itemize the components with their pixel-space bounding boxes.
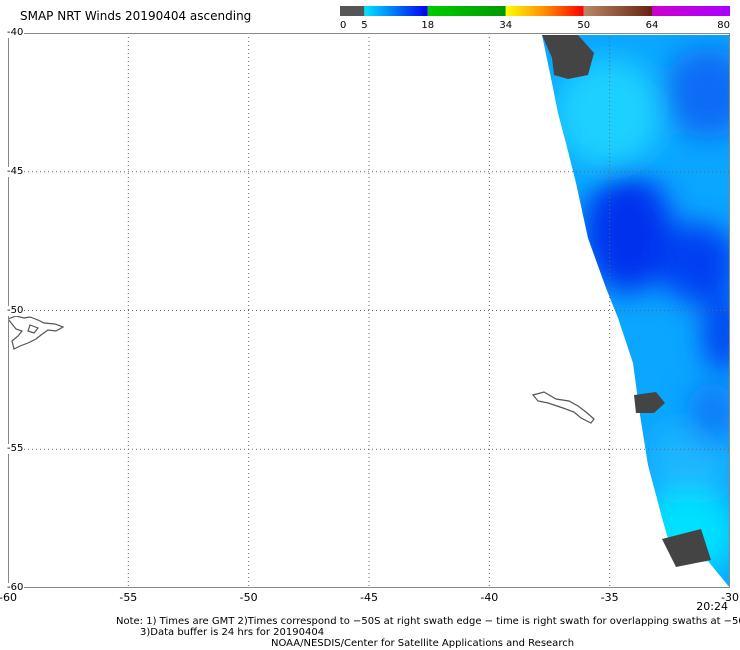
note-line-1: Note: 1) Times are GMT 2)Times correspon… xyxy=(116,616,740,627)
colorbar-segment xyxy=(652,6,730,16)
colorbar-tick-label: 64 xyxy=(645,20,659,31)
latitude-label: -60 xyxy=(6,582,25,593)
longitude-label: -50 xyxy=(239,591,258,604)
colorbar-segment xyxy=(583,6,652,16)
colorbar xyxy=(340,6,730,16)
colorbar-tick-label: 34 xyxy=(499,20,513,31)
colorbar-tick-label: 50 xyxy=(577,20,591,31)
latitude-label: -50 xyxy=(6,304,25,316)
colorbar-segment xyxy=(427,6,506,16)
longitude-label: -35 xyxy=(600,591,619,604)
longitude-label: -60 xyxy=(0,591,17,604)
note-line-3: NOAA/NESDIS/Center for Satellite Applica… xyxy=(271,638,575,649)
longitude-label: -40 xyxy=(480,591,499,604)
latitude-label: -55 xyxy=(6,443,25,455)
longitude-label: -45 xyxy=(360,591,378,604)
gridlines xyxy=(8,33,730,588)
coastlines xyxy=(8,315,595,424)
colorbar-segment xyxy=(505,6,584,16)
no-data-region-north xyxy=(542,35,594,79)
latitude-label: -40 xyxy=(6,27,25,38)
longitude-label: -30 xyxy=(721,591,739,604)
note-line-2: 3)Data buffer is 24 hrs for 20190404 xyxy=(140,627,325,638)
map-title: SMAP NRT Winds 20190404 ascending xyxy=(20,9,252,23)
longitude-label: -55 xyxy=(119,591,138,604)
colorbar-segment xyxy=(364,6,428,16)
no-data-region-south xyxy=(662,529,711,567)
colorbar-tick-label: 80 xyxy=(717,20,730,31)
falkland-islands-coastline xyxy=(8,315,65,350)
no-data-region-mid xyxy=(634,392,665,413)
colorbar-tick-label: 18 xyxy=(421,20,435,31)
colorbar-segment xyxy=(340,6,365,16)
colorbar-tick-label: 0 xyxy=(340,20,347,31)
swath-time-label: 20:24 xyxy=(696,600,728,613)
latitude-label: -45 xyxy=(6,165,25,177)
south-georgia-coastline xyxy=(531,391,595,424)
colorbar-tick-label: 5 xyxy=(361,20,368,31)
falkland-islands-coastline-east xyxy=(27,324,39,334)
wind-map xyxy=(8,33,730,588)
